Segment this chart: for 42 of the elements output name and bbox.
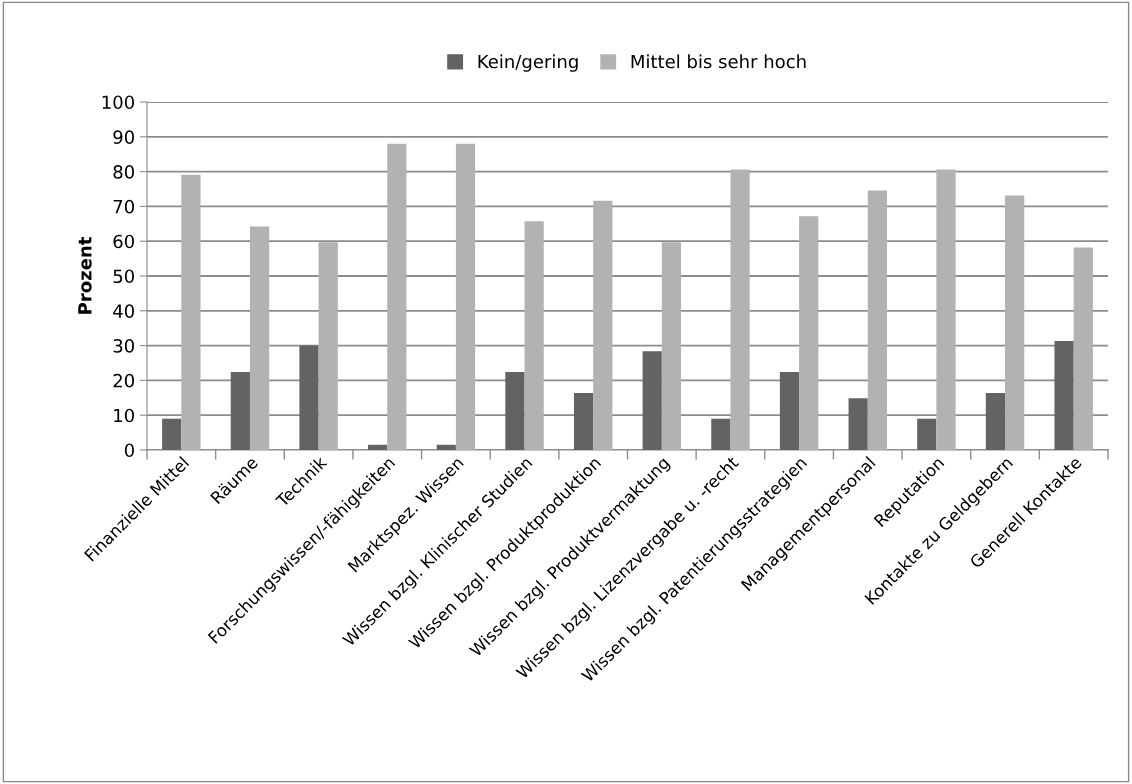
bar	[436, 444, 456, 450]
bar	[1005, 195, 1025, 450]
y-tick-label: 90	[113, 130, 134, 144]
bar	[799, 216, 819, 450]
bar	[524, 221, 544, 450]
bar	[642, 351, 662, 450]
bar	[387, 143, 407, 450]
bar	[181, 174, 201, 450]
y-tick-label: 0	[124, 443, 134, 458]
bar	[162, 418, 182, 450]
y-tick-label: 40	[113, 304, 134, 318]
bar	[318, 242, 338, 450]
y-tick-label: 20	[113, 373, 134, 388]
bar	[368, 444, 388, 450]
bar	[936, 169, 956, 450]
bar	[299, 345, 319, 450]
bar	[593, 200, 613, 450]
bar	[848, 398, 868, 450]
y-tick-label: 10	[114, 408, 134, 423]
y-tick-label: 50	[113, 269, 134, 284]
legend-label: Kein/gering	[478, 54, 578, 72]
bar	[779, 372, 800, 450]
bar	[730, 169, 750, 450]
bar	[249, 226, 270, 450]
y-axis-title: Prozent	[78, 237, 92, 314]
bar	[985, 392, 1006, 450]
y-tick-label: 100	[102, 95, 134, 110]
bar	[573, 392, 594, 450]
bar	[230, 372, 250, 450]
legend-label: Mittel bis sehr hoch	[631, 54, 806, 69]
bar	[1054, 341, 1074, 450]
bar	[661, 242, 682, 450]
bar	[505, 372, 525, 450]
y-tick-label: 60	[113, 234, 134, 249]
bar	[917, 418, 937, 450]
bar	[711, 418, 731, 450]
bar	[455, 143, 476, 450]
y-tick-label: 30	[113, 339, 134, 353]
y-tick-label: 80	[113, 165, 134, 179]
y-tick-label: 70	[113, 199, 134, 214]
bar	[1073, 247, 1093, 450]
bar	[867, 190, 887, 450]
